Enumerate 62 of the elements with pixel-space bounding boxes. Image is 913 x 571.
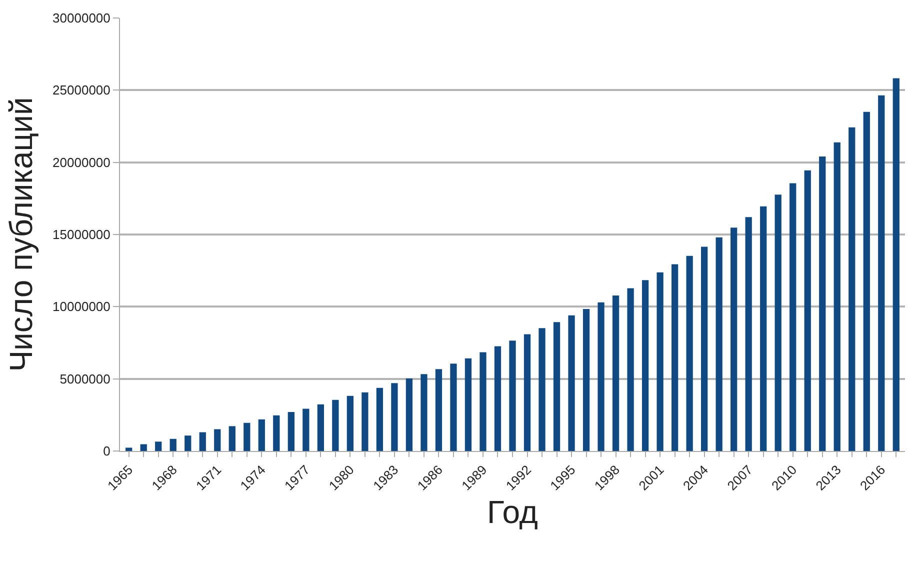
bar bbox=[214, 429, 221, 451]
bar bbox=[184, 436, 192, 451]
bar bbox=[819, 156, 826, 451]
bar bbox=[391, 383, 398, 451]
bar bbox=[612, 296, 620, 451]
bar bbox=[730, 228, 738, 451]
bar bbox=[155, 442, 162, 451]
bar bbox=[671, 264, 678, 451]
bar bbox=[745, 217, 752, 451]
bar bbox=[790, 183, 796, 451]
bar bbox=[760, 206, 767, 451]
bar bbox=[170, 438, 176, 451]
bar bbox=[228, 426, 236, 451]
bar bbox=[892, 78, 900, 451]
y-tick-label: 5000000 bbox=[60, 371, 110, 386]
y-tick-label: 10000000 bbox=[52, 299, 110, 314]
bar bbox=[199, 432, 206, 451]
bar bbox=[834, 142, 840, 451]
bar bbox=[848, 127, 856, 451]
bar bbox=[420, 374, 428, 451]
bar bbox=[317, 404, 324, 451]
bar bbox=[464, 358, 472, 451]
bar bbox=[494, 346, 502, 451]
bar bbox=[598, 302, 604, 451]
bar bbox=[627, 288, 634, 451]
y-tick-label: 0 bbox=[103, 444, 110, 459]
bar bbox=[480, 352, 486, 451]
bar bbox=[863, 112, 870, 451]
bar bbox=[568, 315, 575, 451]
bar bbox=[701, 246, 708, 451]
bar bbox=[553, 322, 560, 451]
bar bbox=[376, 388, 384, 451]
bar bbox=[716, 237, 722, 451]
bar bbox=[656, 272, 664, 451]
bar bbox=[538, 328, 546, 451]
bar bbox=[642, 280, 649, 451]
y-axis-title: Число публикаций bbox=[2, 97, 39, 372]
y-tick-label: 15000000 bbox=[52, 227, 110, 242]
bar bbox=[273, 415, 280, 451]
bar bbox=[302, 408, 310, 451]
bar bbox=[450, 364, 457, 451]
bar bbox=[140, 444, 147, 451]
bar bbox=[346, 396, 354, 451]
y-tick-label: 25000000 bbox=[52, 82, 110, 98]
bar bbox=[524, 334, 531, 451]
bar bbox=[406, 378, 413, 451]
bar bbox=[878, 95, 885, 451]
bar bbox=[509, 340, 516, 451]
x-axis-title: Год bbox=[487, 494, 538, 530]
bar bbox=[362, 392, 368, 451]
y-tick-label: 30000000 bbox=[52, 10, 110, 26]
bar bbox=[332, 400, 339, 451]
y-tick-label: 20000000 bbox=[52, 154, 110, 170]
bar bbox=[686, 256, 693, 451]
bar bbox=[804, 170, 811, 451]
bar bbox=[435, 369, 442, 451]
bar bbox=[244, 422, 250, 451]
bar bbox=[288, 412, 294, 451]
bar bbox=[582, 308, 590, 451]
bar bbox=[774, 194, 782, 451]
bar bbox=[258, 419, 265, 451]
bar bbox=[126, 448, 132, 451]
